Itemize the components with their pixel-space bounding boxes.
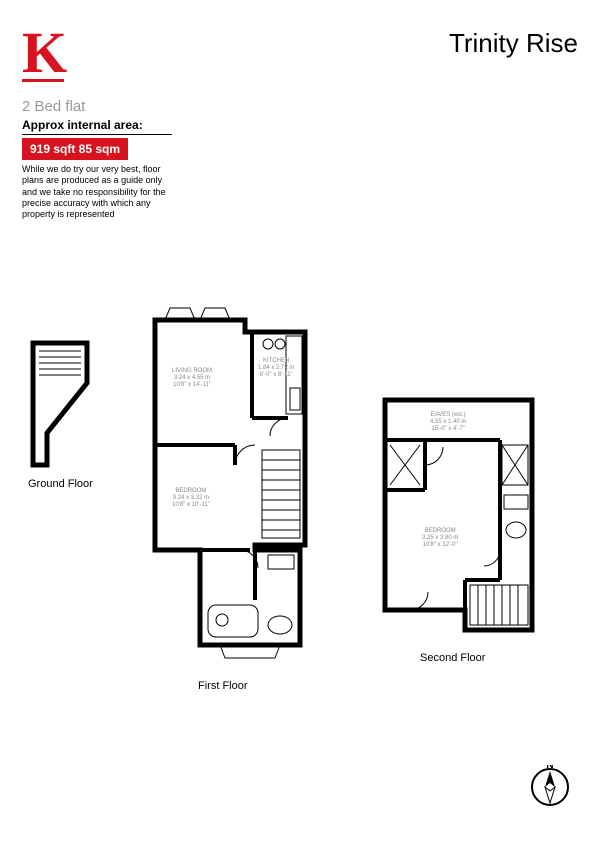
living-room-label: LIVING ROOM 3.24 x 4.55 m 10'8" x 14'-11… <box>172 368 212 389</box>
compass-icon: N <box>528 765 572 814</box>
kitchen-label: KITCHEN 1.84 x 2.72 m 6'-0" x 8'-11" <box>258 358 294 379</box>
disclaimer-text: While we do try our very best, floor pla… <box>22 164 177 220</box>
first-floor-label: First Floor <box>198 680 248 692</box>
ground-floor-plan <box>25 325 115 475</box>
first-bedroom-label: BEDROOM 3.24 x 3.32 m 10'8" x 10'-11" <box>172 488 210 509</box>
second-floor-label: Second Floor <box>420 652 485 664</box>
property-title: Trinity Rise <box>449 28 578 59</box>
property-subtitle: 2 Bed flat <box>22 98 85 115</box>
first-floor-plan <box>140 300 330 670</box>
area-badge: 919 sqft 85 sqm <box>22 138 128 160</box>
eaves-label: EAVES (est.) 4.55 x 1.40 m 15'-0" x 4'-7… <box>430 412 466 433</box>
agency-logo: K <box>22 30 67 76</box>
second-bedroom-label: BEDROOM 3.25 x 3.80 m 10'8" x 12'-0" <box>422 528 458 549</box>
approx-area-label: Approx internal area: <box>22 118 172 135</box>
ground-floor-label: Ground Floor <box>28 478 93 490</box>
svg-text:N: N <box>546 765 553 771</box>
floorplan-page: K Trinity Rise 2 Bed flat Approx interna… <box>0 0 600 848</box>
